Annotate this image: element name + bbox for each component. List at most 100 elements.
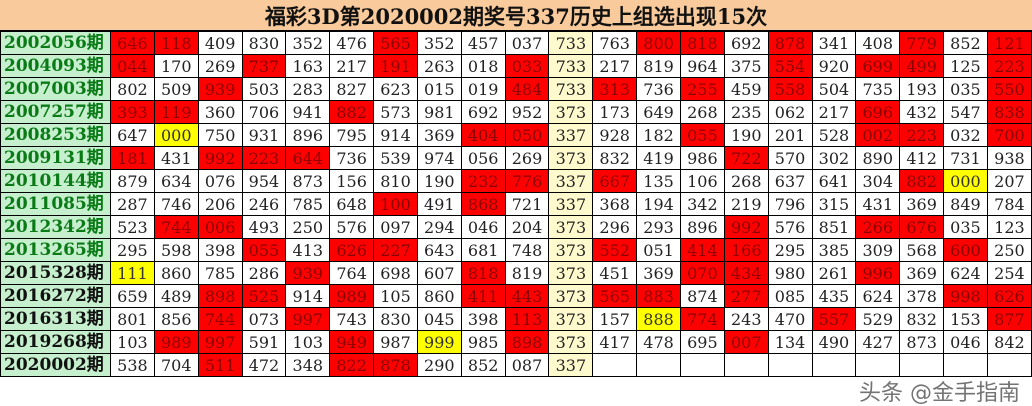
- number-cell: 352: [416, 31, 462, 55]
- number-cell: 105: [373, 284, 418, 308]
- number-cell: 565: [373, 31, 418, 55]
- number-cell: 443: [504, 284, 550, 308]
- number-cell: 295: [110, 238, 155, 262]
- number-cell: 568: [899, 238, 945, 262]
- number-cell: 255: [679, 77, 725, 101]
- number-cell: 529: [855, 307, 901, 331]
- number-cell: 032: [943, 123, 988, 147]
- number-cell: 432: [899, 100, 945, 124]
- number-cell: 737: [241, 54, 287, 78]
- issue-label: 2007257期: [0, 100, 111, 124]
- number-cell: 626: [986, 284, 1032, 308]
- issue-label: 2004093期: [0, 54, 111, 78]
- number-cell: 302: [811, 146, 857, 170]
- number-cell: 269: [504, 146, 550, 170]
- number-cell: 250: [285, 215, 331, 239]
- number-cell: 795: [329, 123, 375, 147]
- number-cell: 649: [636, 100, 681, 124]
- number-cell: 201: [767, 123, 813, 147]
- number-cell: 573: [373, 100, 418, 124]
- number-cell: 472: [241, 353, 287, 377]
- issue-label: 2009131期: [0, 146, 111, 170]
- number-cell: 874: [679, 284, 725, 308]
- number-cell: 369: [636, 261, 681, 285]
- number-cell: 819: [504, 261, 550, 285]
- number-cell: 342: [679, 192, 725, 216]
- number-cell: 337: [548, 169, 594, 193]
- number-cell: 989: [153, 330, 199, 354]
- number-cell: 692: [723, 31, 769, 55]
- issue-label: 2019268期: [0, 330, 111, 354]
- number-cell: 733: [548, 54, 594, 78]
- number-cell: 557: [811, 307, 857, 331]
- number-cell: 860: [153, 261, 199, 285]
- number-cell: 223: [899, 123, 945, 147]
- number-cell: 696: [855, 100, 901, 124]
- number-cell: 369: [899, 192, 945, 216]
- number-cell: 822: [329, 353, 375, 377]
- number-cell: 996: [855, 261, 901, 285]
- number-cell: 409: [197, 31, 243, 55]
- issue-label: 2008253期: [0, 123, 111, 147]
- number-cell: 818: [679, 31, 725, 55]
- number-cell: 398: [197, 238, 243, 262]
- issue-label: 2012342期: [0, 215, 111, 239]
- number-cell: 412: [899, 146, 945, 170]
- number-cell: 941: [285, 100, 331, 124]
- number-cell: 667: [592, 169, 638, 193]
- number-cell: 624: [943, 261, 988, 285]
- number-cell: 190: [416, 169, 462, 193]
- number-cell: 700: [986, 123, 1032, 147]
- number-cell: 337: [548, 192, 594, 216]
- number-cell: 878: [373, 353, 418, 377]
- number-cell: 207: [986, 169, 1032, 193]
- number-cell: 810: [373, 169, 418, 193]
- number-cell: 914: [285, 284, 331, 308]
- number-cell: 100: [373, 192, 418, 216]
- number-cell: 337: [548, 123, 594, 147]
- number-cell: 992: [197, 146, 243, 170]
- number-cell: 554: [767, 54, 813, 78]
- number-cell: 304: [855, 169, 901, 193]
- number-cell: 528: [811, 123, 857, 147]
- number-cell: 419: [636, 146, 681, 170]
- number-cell: 427: [855, 330, 901, 354]
- number-cell: 999: [416, 330, 462, 354]
- number-cell: 373: [548, 146, 594, 170]
- number-cell: 659: [110, 284, 155, 308]
- number-cell: 490: [811, 330, 857, 354]
- number-cell: 408: [855, 31, 901, 55]
- number-cell: 882: [899, 169, 945, 193]
- number-cell: 750: [197, 123, 243, 147]
- issue-label: 2020002期: [0, 353, 111, 377]
- number-cell: 373: [548, 100, 594, 124]
- number-cell: 890: [855, 146, 901, 170]
- number-cell: 337: [548, 353, 594, 377]
- number-cell: [767, 353, 813, 377]
- number-cell: 173: [592, 100, 638, 124]
- number-cell: 964: [679, 54, 725, 78]
- number-cell: 000: [943, 169, 988, 193]
- number-cell: 648: [329, 192, 375, 216]
- number-cell: 928: [592, 123, 638, 147]
- number-cell: 763: [592, 31, 638, 55]
- number-cell: 293: [636, 215, 681, 239]
- number-cell: 223: [241, 146, 287, 170]
- number-cell: 277: [723, 284, 769, 308]
- number-cell: 348: [285, 353, 331, 377]
- number-cell: 623: [373, 77, 418, 101]
- number-cell: 232: [460, 169, 506, 193]
- number-cell: 313: [592, 77, 638, 101]
- number-cell: 352: [285, 31, 331, 55]
- number-cell: 156: [329, 169, 375, 193]
- number-cell: 784: [986, 192, 1032, 216]
- number-cell: 721: [504, 192, 550, 216]
- number-cell: 499: [899, 54, 945, 78]
- number-cell: 920: [811, 54, 857, 78]
- number-cell: 062: [767, 100, 813, 124]
- number-cell: 360: [197, 100, 243, 124]
- number-cell: 511: [197, 353, 243, 377]
- number-cell: 523: [110, 215, 155, 239]
- number-cell: 565: [592, 284, 638, 308]
- table-title: 福彩3D第2020002期奖号337历史上组选出现15次: [0, 0, 1032, 31]
